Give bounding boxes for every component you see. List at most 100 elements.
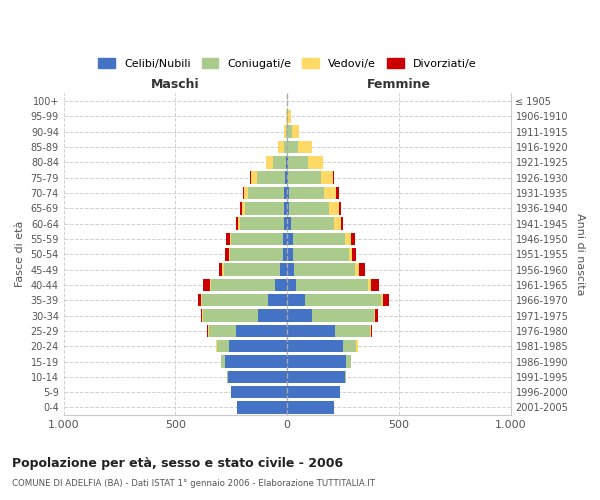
Bar <box>312 310 374 322</box>
Bar <box>289 186 324 199</box>
Bar <box>248 186 284 199</box>
Bar <box>242 186 244 199</box>
Bar <box>293 232 345 245</box>
Bar <box>287 340 343 352</box>
Bar <box>202 294 268 306</box>
Bar <box>198 294 201 306</box>
Bar <box>201 310 202 322</box>
Text: COMUNE DI ADELFIA (BA) - Dati ISTAT 1° gennaio 2006 - Elaborazione TUTTITALIA.IT: COMUNE DI ADELFIA (BA) - Dati ISTAT 1° g… <box>12 479 375 488</box>
Bar <box>351 232 355 245</box>
Bar <box>287 232 293 245</box>
Bar <box>324 186 337 199</box>
Bar <box>280 264 287 276</box>
Bar <box>371 324 372 337</box>
Bar <box>284 202 287 214</box>
Bar <box>230 232 232 245</box>
Bar <box>368 278 371 291</box>
Text: Maschi: Maschi <box>151 78 200 91</box>
Bar <box>285 172 287 184</box>
Bar <box>266 156 272 168</box>
Bar <box>335 324 370 337</box>
Bar <box>287 186 289 199</box>
Bar <box>224 355 287 368</box>
Bar <box>287 126 292 138</box>
Legend: Celibi/Nubili, Coniugati/e, Vedovi/e, Divorziati/e: Celibi/Nubili, Coniugati/e, Vedovi/e, Di… <box>94 54 481 74</box>
Bar <box>283 232 287 245</box>
Bar <box>240 202 242 214</box>
Bar <box>371 278 379 291</box>
Bar <box>333 172 334 184</box>
Bar <box>287 401 334 414</box>
Bar <box>223 264 224 276</box>
Bar <box>287 324 335 337</box>
Bar <box>203 310 258 322</box>
Bar <box>296 278 368 291</box>
Bar <box>284 140 287 153</box>
Bar <box>287 370 345 383</box>
Bar <box>286 156 287 168</box>
Bar <box>232 386 287 398</box>
Bar <box>359 264 365 276</box>
Bar <box>292 126 299 138</box>
Bar <box>275 278 287 291</box>
Bar <box>258 310 287 322</box>
Bar <box>251 172 257 184</box>
Bar <box>209 324 236 337</box>
Bar <box>207 324 208 337</box>
Bar <box>356 340 358 352</box>
Bar <box>286 110 287 122</box>
Bar <box>201 294 202 306</box>
Bar <box>287 202 289 214</box>
Bar <box>343 340 356 352</box>
Bar <box>203 278 210 291</box>
Bar <box>236 324 287 337</box>
Bar <box>224 264 280 276</box>
Bar <box>237 401 287 414</box>
Bar <box>221 355 224 368</box>
Bar <box>278 140 284 153</box>
Bar <box>287 110 289 122</box>
Bar <box>286 126 287 138</box>
Bar <box>287 310 312 322</box>
Bar <box>257 172 285 184</box>
Bar <box>287 386 340 398</box>
Bar <box>338 202 341 214</box>
Bar <box>245 202 284 214</box>
Bar <box>287 264 294 276</box>
Bar <box>308 156 323 168</box>
Bar <box>337 186 338 199</box>
Bar <box>287 278 296 291</box>
Bar <box>355 264 359 276</box>
Bar <box>240 218 284 230</box>
Bar <box>284 126 286 138</box>
Text: Popolazione per età, sesso e stato civile - 2006: Popolazione per età, sesso e stato civil… <box>12 458 343 470</box>
Bar <box>268 294 287 306</box>
Bar <box>217 340 229 352</box>
Bar <box>289 110 290 122</box>
Bar <box>238 218 240 230</box>
Bar <box>287 172 289 184</box>
Bar <box>287 218 290 230</box>
Bar <box>242 202 245 214</box>
Bar <box>287 140 298 153</box>
Bar <box>341 218 343 230</box>
Bar <box>224 248 229 260</box>
Bar <box>244 186 248 199</box>
Bar <box>370 324 371 337</box>
Bar <box>329 202 338 214</box>
Bar <box>287 248 293 260</box>
Bar <box>374 310 376 322</box>
Bar <box>305 294 381 306</box>
Bar <box>216 340 217 352</box>
Bar <box>284 186 287 199</box>
Bar <box>211 278 275 291</box>
Bar <box>289 156 308 168</box>
Bar <box>250 172 251 184</box>
Bar <box>202 310 203 322</box>
Y-axis label: Anni di nascita: Anni di nascita <box>575 213 585 296</box>
Bar <box>232 232 283 245</box>
Bar <box>272 156 286 168</box>
Bar <box>210 278 211 291</box>
Bar <box>294 264 355 276</box>
Bar <box>290 218 334 230</box>
